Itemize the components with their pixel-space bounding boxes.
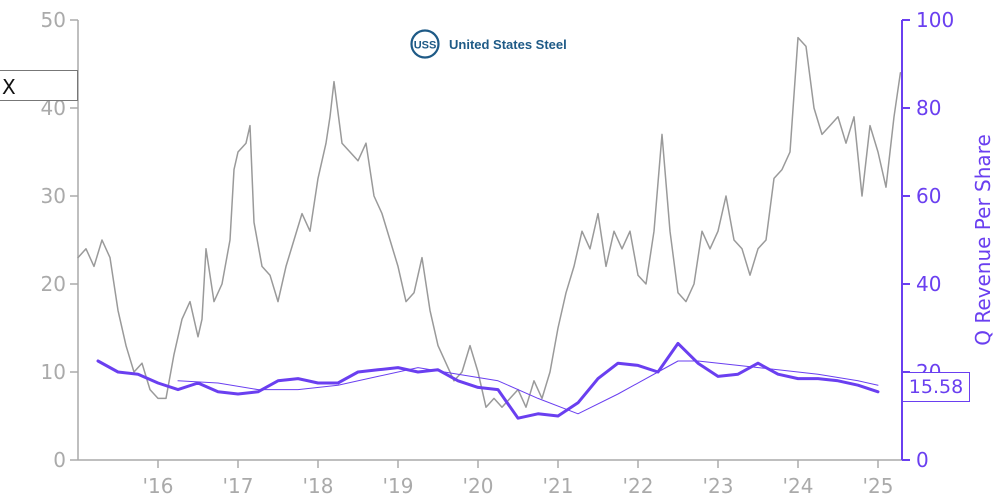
x-axis-tick-label: '24	[783, 474, 814, 498]
price-line	[77, 36, 902, 408]
left-axis-tick-label: 30	[41, 184, 66, 208]
x-axis-tick-label: '21	[543, 474, 574, 498]
x-axis-tick-label: '23	[703, 474, 734, 498]
right-axis-tick-label: 80	[916, 96, 941, 120]
x-axis-tick-label: '19	[383, 474, 414, 498]
right-axis-tick-label: 60	[916, 184, 941, 208]
right-axis-tick-label: 0	[916, 448, 929, 472]
left-axis-tick-label: 20	[41, 272, 66, 296]
ticker-label: X	[2, 75, 16, 99]
series-layer	[77, 36, 902, 420]
x-axis-tick-label: '18	[303, 474, 334, 498]
revenue-line	[96, 341, 880, 420]
right-axis-label: Q Revenue Per Share	[971, 134, 995, 346]
left-axis-tick-label: 10	[41, 360, 66, 384]
revenue_trend-line	[177, 360, 879, 415]
axes: 0 10 20 30 40 50 '16 '17 '18 '19 '20 '21 '22 '23 '24 '2…	[41, 8, 995, 498]
left-axis-tick-label: 50	[41, 8, 66, 32]
x-axis-tick-label: '22	[623, 474, 654, 498]
last-value-label: 15.58	[908, 376, 964, 398]
right-axis-tick-label: 100	[916, 8, 954, 32]
ticker-box: X	[0, 70, 78, 101]
right-axis-tick-label: 40	[916, 272, 941, 296]
x-axis-tick-label: '25	[863, 474, 894, 498]
left-axis-tick-label: 0	[53, 448, 66, 472]
company-logo: USS United States Steel	[410, 29, 567, 59]
svg-text:USS: USS	[414, 40, 437, 52]
x-axis-tick-label: '16	[143, 474, 174, 498]
x-axis-tick-label: '20	[463, 474, 494, 498]
company-name: United States Steel	[449, 36, 567, 52]
uss-logo-icon: USS	[410, 29, 440, 59]
x-axis-tick-label: '17	[223, 474, 254, 498]
last-value-badge: 15.58	[902, 372, 970, 402]
